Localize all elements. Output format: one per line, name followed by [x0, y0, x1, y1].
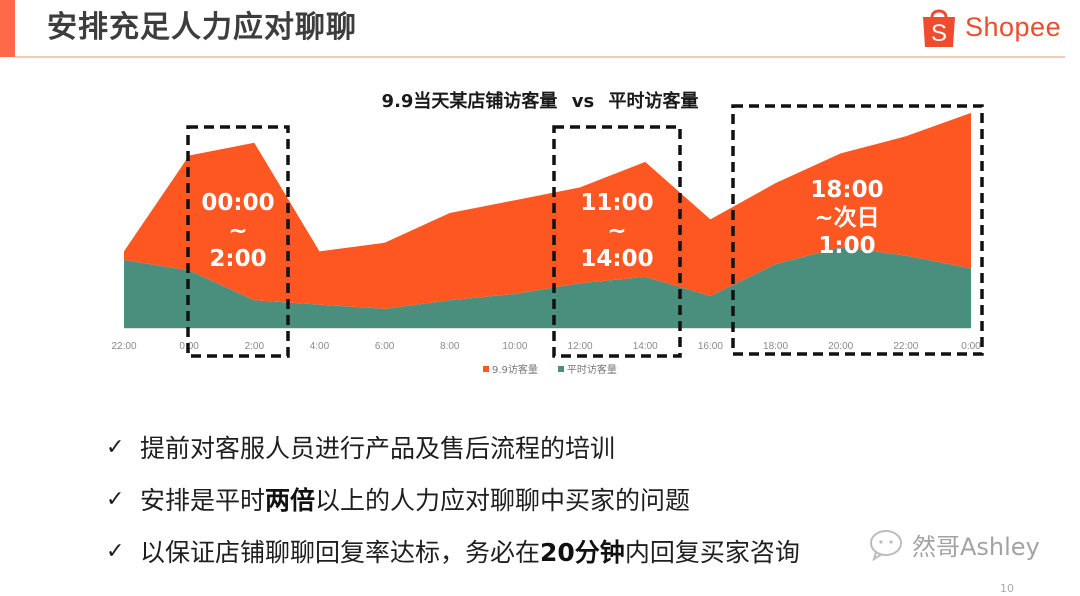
- title-accent-bar: [0, 0, 15, 57]
- highlight-label: ~: [228, 218, 247, 244]
- highlight-box: [552, 125, 682, 358]
- checkmark-icon: ✓: [106, 486, 125, 512]
- highlight-label: 2:00: [209, 246, 266, 272]
- area-chart: 22:00 0:00 2:00 4:00 6:00 8:00 10:00 12:00 14:00…: [111, 104, 984, 358]
- bullet-text: 以保证店铺聊聊回复率达标，务必在20分钟内回复买家咨询: [140, 533, 800, 569]
- chart-legend: 9.9访客量 平时访客量: [483, 361, 617, 376]
- x-tick-label: 22:00: [893, 341, 918, 352]
- legend-swatch-orange: [483, 365, 489, 372]
- bullet-text: 提前对客服人员进行产品及售后流程的培训: [140, 429, 615, 465]
- bullet-fragment: 安排是平时: [140, 486, 266, 515]
- bullet-item: ✓ 提前对客服人员进行产品及售后流程的培训: [106, 421, 800, 473]
- legend-item-normal: 平时访客量: [557, 361, 617, 376]
- checkmark-icon: ✓: [106, 538, 125, 564]
- bullet-fragment: 以保证店铺聊聊回复率达标，务必在: [140, 538, 541, 567]
- shopee-logo: S Shopee: [921, 5, 1061, 49]
- x-tick-label: 20:00: [828, 341, 853, 352]
- chart-title-vs: vs: [571, 91, 595, 112]
- shopping-bag-icon: S: [923, 9, 955, 47]
- bullet-fragment: 内回复买家咨询: [624, 538, 800, 567]
- legend-item-99: 9.9访客量: [483, 361, 538, 376]
- x-tick-label: 6:00: [375, 341, 395, 352]
- highlight-label: 00:00: [201, 190, 274, 216]
- highlight-label: 14:00: [580, 246, 653, 272]
- bullet-item: ✓ 以保证店铺聊聊回复率达标，务必在20分钟内回复买家咨询: [106, 525, 800, 577]
- chart-title-part1: 9.9当天某店铺访客量: [381, 91, 558, 112]
- x-tick-label: 0:00: [961, 341, 981, 352]
- bullet-list: ✓ 提前对客服人员进行产品及售后流程的培训 ✓ 安排是平时两倍以上的人力应对聊聊中买家…: [106, 421, 800, 577]
- bullet-fragment: 提前对客服人员进行产品及售后流程的培训: [140, 434, 616, 463]
- logo-wordmark: Shopee: [965, 11, 1062, 42]
- highlight-box: [186, 125, 290, 358]
- chart-areas: [124, 112, 971, 328]
- page-title: 安排充足人力应对聊聊: [47, 10, 357, 45]
- x-tick-label: 8:00: [440, 341, 460, 352]
- legend-label: 9.9访客量: [492, 365, 538, 376]
- chart-title-part2: 平时访客量: [608, 91, 699, 112]
- x-tick-label: 2:00: [245, 341, 265, 352]
- highlight-label: ~次日: [814, 204, 879, 231]
- x-tick-label: 10:00: [502, 341, 527, 352]
- highlight-label: ~: [607, 218, 626, 244]
- x-axis-ticks: 22:00 0:00 2:00 4:00 6:00 8:00 10:00 12:00 14:00…: [111, 341, 981, 352]
- bullet-emphasis: 两倍: [265, 486, 316, 515]
- watermark-text: 然哥Ashley: [912, 533, 1040, 561]
- highlight-box: [731, 104, 984, 356]
- area-series-1: [124, 112, 971, 309]
- x-tick-label: 18:00: [763, 341, 788, 352]
- bullet-item: ✓ 安排是平时两倍以上的人力应对聊聊中买家的问题: [106, 473, 800, 525]
- highlight-label: 18:00: [810, 177, 883, 203]
- svg-text:S: S: [931, 20, 947, 47]
- bullet-fragment: 以上的人力应对聊聊中买家的问题: [315, 486, 691, 515]
- highlight-label: 11:00: [580, 190, 653, 216]
- bullet-emphasis: 20分钟: [540, 538, 625, 567]
- x-tick-label: 16:00: [698, 341, 723, 352]
- x-tick-label: 12:00: [568, 341, 593, 352]
- area-series-0: [124, 247, 971, 328]
- highlight-label: 1:00: [818, 233, 875, 259]
- wechat-icon: [870, 529, 902, 561]
- bullet-text: 安排是平时两倍以上的人力应对聊聊中买家的问题: [140, 481, 690, 517]
- header-divider: [15, 56, 1065, 58]
- x-tick-label: 14:00: [633, 341, 658, 352]
- legend-label: 平时访客量: [566, 365, 617, 376]
- legend-swatch-green: [557, 365, 564, 372]
- checkmark-icon: ✓: [106, 434, 125, 460]
- x-tick-label: 22:00: [111, 341, 136, 352]
- chart-title: 9.9当天某店铺访客量 vs 平时访客量: [0, 87, 1080, 113]
- page-number: 10: [1000, 582, 1014, 595]
- watermark: 然哥Ashley: [868, 527, 1040, 562]
- x-tick-label: 4:00: [310, 341, 330, 352]
